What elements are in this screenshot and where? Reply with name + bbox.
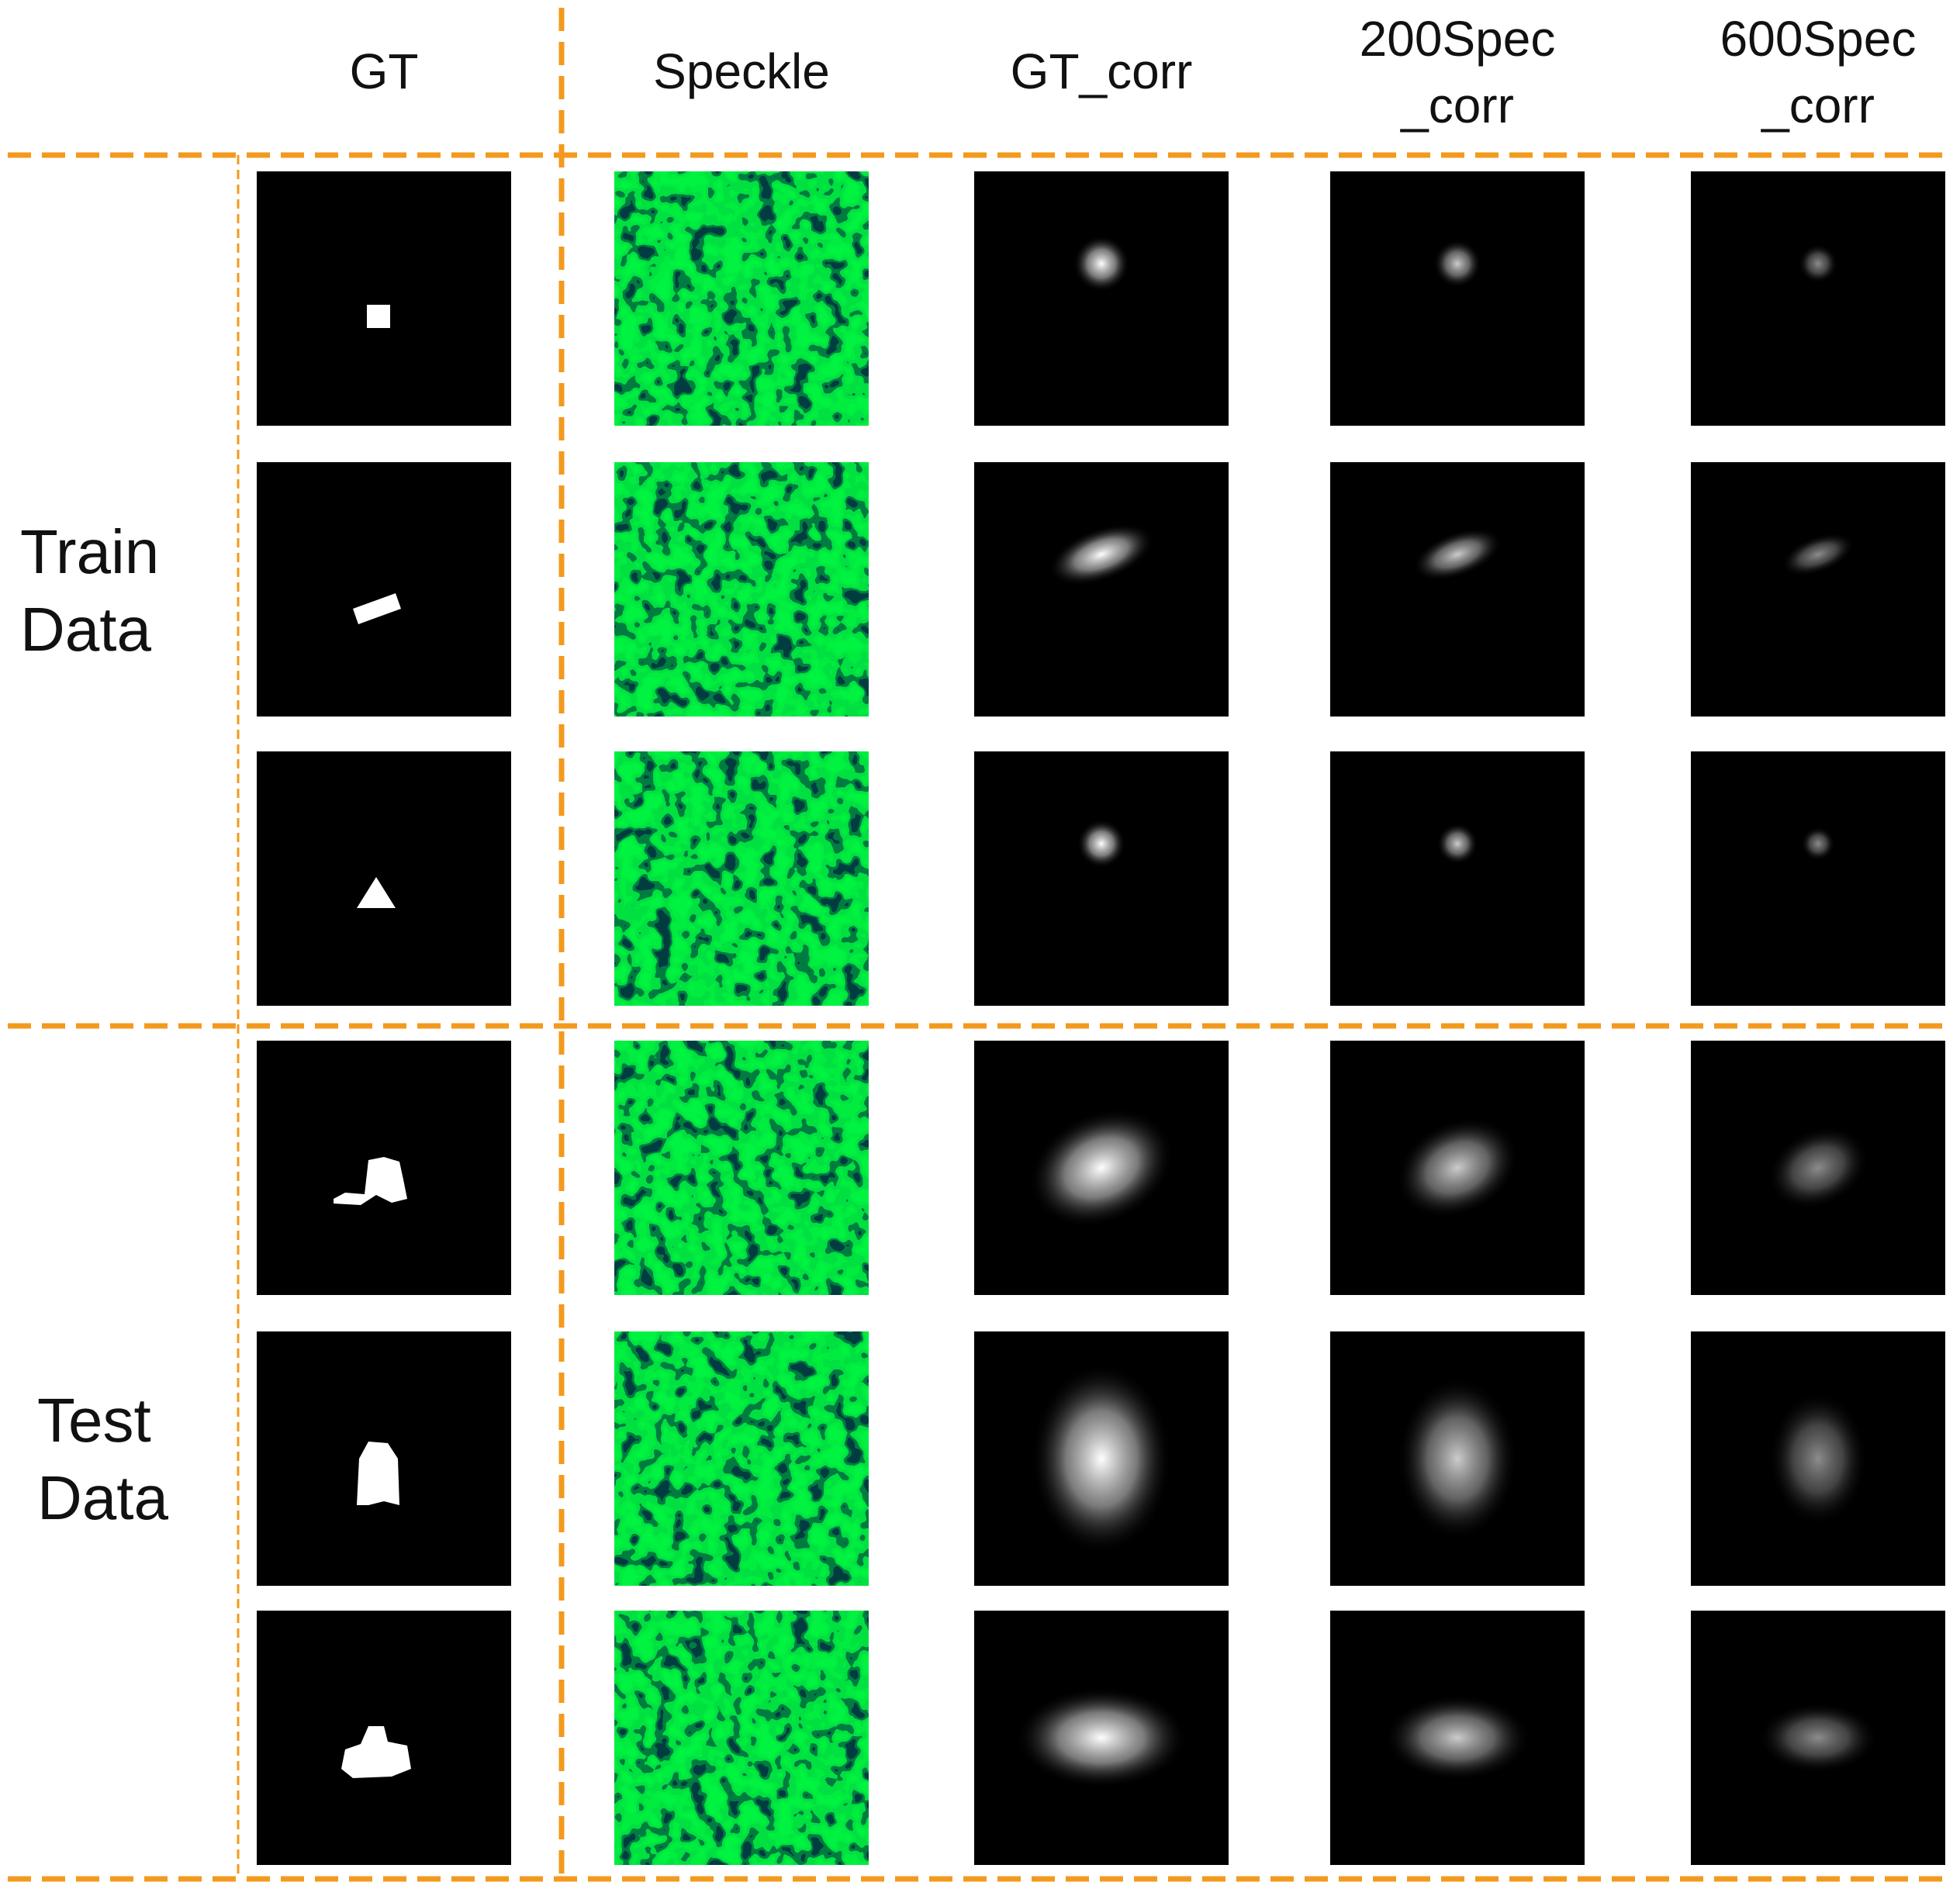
panel bbox=[614, 462, 869, 717]
speckle-image bbox=[614, 751, 869, 1006]
correlation-peak bbox=[1015, 1687, 1187, 1788]
correlation-peak bbox=[1048, 523, 1155, 586]
panel bbox=[974, 751, 1229, 1006]
panel-background bbox=[257, 751, 511, 1006]
panel-background bbox=[1330, 751, 1585, 1006]
panel-background bbox=[257, 462, 511, 717]
panel-background bbox=[1330, 171, 1585, 426]
panel-background bbox=[257, 171, 511, 426]
panel-background bbox=[1691, 462, 1945, 717]
correlation-peak bbox=[1412, 527, 1502, 582]
panel bbox=[974, 1331, 1229, 1586]
gt-shape bbox=[341, 1726, 411, 1778]
column-header: GT_corr bbox=[1011, 43, 1193, 99]
correlation-peak bbox=[1801, 827, 1835, 861]
panel bbox=[1330, 171, 1585, 426]
gt-shape bbox=[367, 305, 390, 328]
panel bbox=[1691, 1331, 1945, 1586]
row-group-label: Train bbox=[20, 517, 159, 586]
correlation-peak bbox=[1436, 823, 1478, 865]
column-header: GT bbox=[350, 43, 419, 99]
panel bbox=[974, 1041, 1229, 1295]
speckle-image bbox=[614, 1041, 869, 1295]
column-header: _corr bbox=[1761, 78, 1875, 133]
correlation-peak bbox=[1767, 1126, 1869, 1210]
panel bbox=[257, 462, 511, 717]
correlation-peak bbox=[1395, 1117, 1519, 1219]
speckle-image bbox=[614, 462, 869, 717]
panel bbox=[974, 1611, 1229, 1865]
panel bbox=[1330, 1331, 1585, 1586]
panel-background bbox=[1330, 462, 1585, 717]
separators bbox=[8, 8, 1952, 1884]
correlation-peak bbox=[1077, 819, 1126, 869]
correlation-peak bbox=[1798, 243, 1838, 284]
column-header: 600Spec bbox=[1720, 11, 1917, 67]
panel bbox=[257, 1331, 511, 1586]
panel bbox=[974, 171, 1229, 426]
column-header: 200Spec bbox=[1360, 11, 1556, 67]
gt-shape bbox=[357, 1442, 399, 1505]
panel bbox=[257, 751, 511, 1006]
gt-shape bbox=[357, 877, 396, 908]
correlation-peak bbox=[1768, 1391, 1868, 1526]
panel bbox=[1330, 462, 1585, 717]
correlation-peak bbox=[1031, 1362, 1172, 1555]
gt-shape bbox=[334, 1157, 407, 1205]
correlation-peak bbox=[1073, 235, 1130, 292]
panel bbox=[1691, 1611, 1945, 1865]
correlation-peak bbox=[1758, 1702, 1879, 1773]
panel-background bbox=[1691, 751, 1945, 1006]
panel-background bbox=[1691, 171, 1945, 426]
panel bbox=[1691, 462, 1945, 717]
panel bbox=[974, 462, 1229, 717]
panel bbox=[614, 1041, 869, 1295]
speckle-image bbox=[614, 171, 869, 426]
panel bbox=[614, 1331, 869, 1586]
panel bbox=[614, 171, 869, 426]
panel bbox=[257, 1611, 511, 1865]
correlation-peak bbox=[1384, 1694, 1530, 1781]
column-header: _corr bbox=[1400, 78, 1514, 133]
panel bbox=[614, 751, 869, 1006]
gt-shape bbox=[353, 593, 401, 624]
row-group-label: Data bbox=[20, 595, 151, 664]
correlation-peak bbox=[1028, 1108, 1174, 1228]
correlation-peak bbox=[1397, 1377, 1518, 1540]
speckle-image bbox=[614, 1331, 869, 1586]
correlation-peak bbox=[1433, 240, 1481, 288]
column-header: Speckle bbox=[653, 43, 830, 99]
panel bbox=[614, 1611, 869, 1865]
speckle-image bbox=[614, 1611, 869, 1865]
panel bbox=[1330, 1041, 1585, 1295]
panel-background bbox=[974, 751, 1229, 1006]
panel-background bbox=[974, 171, 1229, 426]
panel-background bbox=[974, 462, 1229, 717]
panel bbox=[1330, 751, 1585, 1006]
correlation-peak bbox=[1781, 532, 1855, 577]
panel bbox=[1691, 751, 1945, 1006]
panel bbox=[1691, 171, 1945, 426]
panel bbox=[257, 171, 511, 426]
panel bbox=[257, 1041, 511, 1295]
row-group-label: Data bbox=[37, 1463, 168, 1532]
row-group-label: Test bbox=[37, 1386, 151, 1455]
panel bbox=[1691, 1041, 1945, 1295]
panel bbox=[1330, 1611, 1585, 1865]
